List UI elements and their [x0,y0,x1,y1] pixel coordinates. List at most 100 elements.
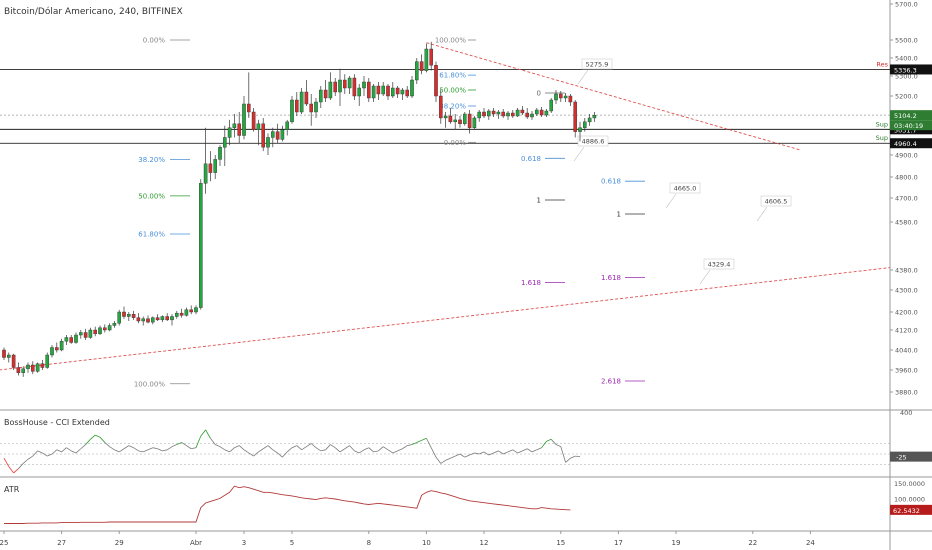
fib-extension-label: 1.618 [521,279,541,287]
candle-body [275,131,280,140]
time-tick-label: 25 [0,539,8,547]
candle-body [371,85,376,99]
candle-body [26,364,30,369]
candle-body [525,112,529,118]
candle-body [535,109,539,115]
candle-body [285,121,290,130]
price-level-tag-bg [890,64,932,75]
cci-line-segment [474,452,480,455]
cci-line-segment [339,448,346,453]
candle-body [472,117,477,128]
cci-line-segment [315,447,322,452]
fib-extension-label: 0 [537,90,541,98]
main-chart-title: Bitcoin/Dólar Americano, 240, BITFINEX [4,6,183,17]
cci-line-segment [503,451,509,455]
cci-line-segment [258,448,264,453]
cci-line-segment [382,446,389,451]
cci-line-segment [215,444,221,448]
candle-body [568,95,573,103]
fib-left-label: 38.20% [138,156,165,164]
candle-body [117,311,121,324]
cci-line-segment [22,458,29,464]
callout-box [703,258,735,270]
fib-right-label: 0.00% [444,139,467,147]
cci-line-segment [71,450,77,454]
candle-body [261,123,266,148]
candle-body [463,113,467,125]
cci-line-segment [421,437,427,441]
cci-line-segment [262,445,269,450]
candle-body [69,337,73,343]
fib-extension-label: 2.618 [601,378,621,386]
cci-line-segment [272,449,278,454]
cci-line-segment [488,452,494,456]
cci-panel: 400 -25 [0,409,932,474]
candle-body [376,85,381,95]
cci-line-segment [37,450,43,454]
cci-line-segment [469,452,475,456]
price-callout: 4665.0 [674,185,697,193]
cci-line-segment [512,449,518,454]
candle-body [453,119,458,123]
cci-line-segment [536,447,542,451]
cci-line-segment [191,447,197,450]
cci-line-segment [464,454,470,458]
cci-line-segment [479,451,485,455]
fib-extension-label: 1.618 [601,274,621,282]
candle-body [549,99,553,112]
cci-line-segment [51,449,58,455]
price-level-tag: 5336.3 [894,66,917,74]
cci-line-segment [171,444,177,448]
candle-body [194,307,198,313]
candle-body [419,61,424,71]
candle-body [573,101,577,132]
candle-body [482,111,486,117]
candle-body [6,354,11,358]
cci-line-segment [224,449,230,453]
candle-body [539,109,544,116]
cci-line-segment [522,448,528,452]
time-tick-label: 5 [290,539,294,547]
candle-body [246,103,251,113]
cci-line-segment [166,446,173,451]
candle-body [592,114,597,119]
candle-body [165,316,170,321]
candle-body [179,312,184,316]
cci-line-segment [18,463,24,469]
candle-body [78,332,83,336]
candle-body [131,314,136,318]
candle-body [271,131,275,138]
candle-body [208,163,213,173]
candle-body [150,317,155,323]
fib-left-label: 61.80% [138,231,165,239]
cci-line-segment [118,448,125,453]
candle-body [198,183,203,308]
price-tick-label: 4040.0 [895,347,918,355]
cci-line-segment [13,468,19,474]
candle-body [295,99,299,113]
cci-line-segment [435,456,442,464]
cci-line-segment [27,455,34,460]
cci-line-segment [104,442,110,447]
cci-line-segment [157,448,163,452]
callout-leader [577,69,589,85]
cci-line-segment [219,446,226,451]
cci-line-segment [358,449,365,454]
cci-line-segment [200,429,206,437]
candle-body [506,112,510,117]
time-tick-label: 27 [57,539,66,547]
cci-line-segment [181,442,187,446]
candle-body [290,99,294,123]
price-callout: 4886.6 [582,138,605,146]
cci-line-segment [330,444,336,449]
cci-line-segment [229,447,235,453]
cci-line-segment [162,449,168,452]
price-level-tag-bg [890,110,932,121]
candle-body [381,85,386,95]
candle-body [439,95,443,119]
candle-body [83,332,88,338]
cci-line-segment [186,445,192,450]
cci-line-segment [334,447,341,453]
cci-line-segment [176,442,182,445]
